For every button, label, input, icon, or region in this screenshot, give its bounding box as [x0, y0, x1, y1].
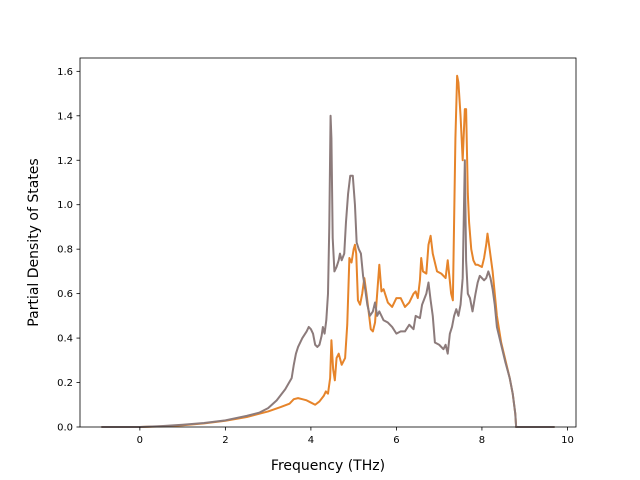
series-line-1 [101, 74, 555, 428]
y-tick-label: 1.2 [57, 156, 73, 167]
y-axis-label: Partial Density of States [26, 158, 42, 326]
x-tick-label: 10 [561, 435, 574, 446]
y-tick-label: 0.2 [57, 378, 73, 389]
y-tick-label: 0.6 [57, 289, 73, 300]
plot-frame [79, 57, 577, 428]
x-tick-label: 8 [479, 435, 485, 446]
y-axis-ticks: 0.0 0.2 0.4 0.6 0.8 1.0 1.2 1.4 1.6 [57, 67, 80, 434]
y-tick-label: 0.8 [57, 245, 73, 256]
y-tick-label: 0.0 [57, 423, 73, 434]
x-tick-label: 2 [222, 435, 228, 446]
y-tick-label: 1.4 [57, 111, 73, 122]
y-tick-label: 1.6 [57, 67, 73, 78]
x-tick-label: 4 [308, 435, 314, 446]
x-axis-ticks: 0 2 4 6 8 10 [137, 427, 574, 446]
series-line-2 [101, 114, 555, 428]
x-tick-label: 6 [393, 435, 399, 446]
y-tick-label: 1.0 [57, 200, 73, 211]
x-tick-label: 0 [137, 435, 143, 446]
x-axis-label: Frequency (THz) [271, 458, 385, 474]
plot-lines [101, 74, 555, 428]
y-tick-label: 0.4 [57, 334, 73, 345]
